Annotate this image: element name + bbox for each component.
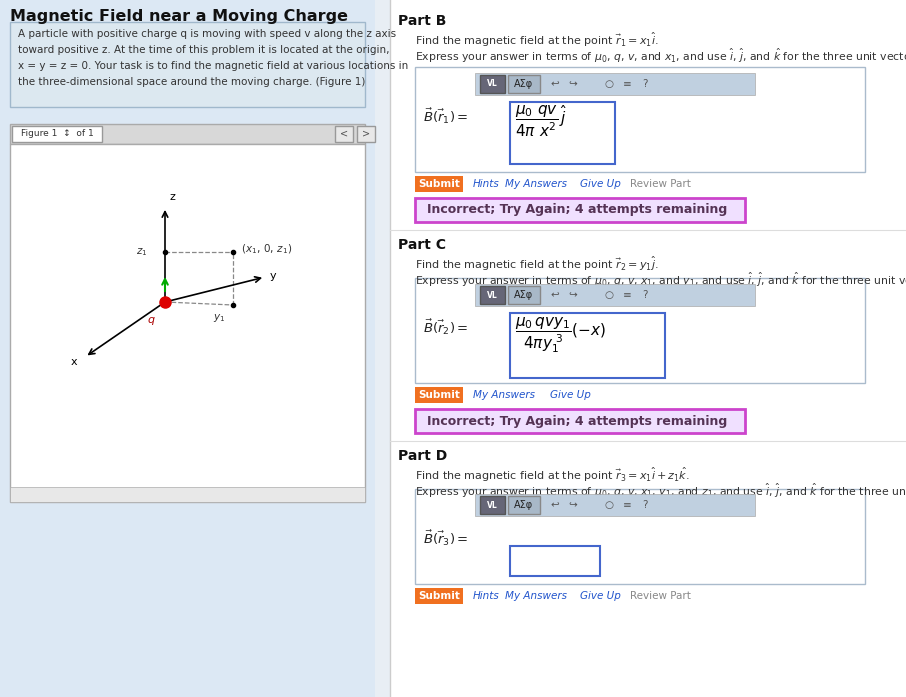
- Text: $y_1$: $y_1$: [213, 312, 225, 324]
- Text: Find the magnetic field at the point $\vec{r}_1 = x_1\hat{i}$.: Find the magnetic field at the point $\v…: [415, 31, 659, 49]
- Text: My Answers: My Answers: [505, 591, 567, 601]
- Text: ↩: ↩: [551, 79, 559, 89]
- FancyBboxPatch shape: [480, 496, 505, 514]
- Text: AΣφ: AΣφ: [515, 500, 534, 510]
- FancyBboxPatch shape: [357, 126, 375, 142]
- Text: >: >: [361, 129, 370, 139]
- Text: ○: ○: [604, 79, 613, 89]
- Text: Find the magnetic field at the point $\vec{r}_2 = y_1\hat{j}$.: Find the magnetic field at the point $\v…: [415, 255, 659, 273]
- Text: $(x_1,\, 0,\, z_1)$: $(x_1,\, 0,\, z_1)$: [241, 242, 293, 256]
- Text: Express your answer in terms of $\mu_0$, $q$, $v$, $x_1$, and $y_1$, and use $\h: Express your answer in terms of $\mu_0$,…: [415, 271, 906, 289]
- FancyBboxPatch shape: [415, 409, 745, 433]
- FancyBboxPatch shape: [415, 278, 865, 383]
- FancyBboxPatch shape: [415, 489, 865, 584]
- FancyBboxPatch shape: [508, 75, 540, 93]
- FancyBboxPatch shape: [10, 22, 365, 107]
- Text: Find the magnetic field at the point $\vec{r}_3 = x_1\hat{i} + z_1\hat{k}$.: Find the magnetic field at the point $\v…: [415, 466, 689, 484]
- Text: Submit: Submit: [418, 179, 460, 189]
- Text: ?: ?: [642, 79, 648, 89]
- Text: A particle with positive charge q is moving with speed v along the z axis: A particle with positive charge q is mov…: [18, 29, 396, 39]
- Text: the three-dimensional space around the moving charge. (Figure 1): the three-dimensional space around the m…: [18, 77, 365, 87]
- Text: AΣφ: AΣφ: [515, 290, 534, 300]
- Text: <: <: [340, 129, 348, 139]
- Text: VL: VL: [487, 500, 497, 510]
- FancyBboxPatch shape: [508, 286, 540, 304]
- Text: Part D: Part D: [398, 449, 448, 463]
- FancyBboxPatch shape: [415, 387, 463, 403]
- Text: Submit: Submit: [418, 591, 460, 601]
- Text: $\vec{B}(\vec{r}_3) =$: $\vec{B}(\vec{r}_3) =$: [423, 529, 468, 549]
- Text: Give Up: Give Up: [580, 179, 621, 189]
- FancyBboxPatch shape: [415, 176, 463, 192]
- Text: My Answers: My Answers: [505, 179, 567, 189]
- Text: Incorrect; Try Again; 4 attempts remaining: Incorrect; Try Again; 4 attempts remaini…: [427, 204, 728, 217]
- Text: x = y = z = 0. Your task is to find the magnetic field at various locations in: x = y = z = 0. Your task is to find the …: [18, 61, 409, 71]
- Text: Give Up: Give Up: [550, 390, 591, 400]
- Text: Incorrect; Try Again; 4 attempts remaining: Incorrect; Try Again; 4 attempts remaini…: [427, 415, 728, 427]
- Text: ○: ○: [604, 500, 613, 510]
- Text: x: x: [71, 357, 77, 367]
- Text: ≡: ≡: [622, 79, 631, 89]
- Bar: [390, 0, 906, 697]
- Text: q: q: [148, 315, 155, 325]
- Text: AΣφ: AΣφ: [515, 79, 534, 89]
- FancyBboxPatch shape: [475, 494, 755, 516]
- FancyBboxPatch shape: [335, 126, 353, 142]
- Text: Part B: Part B: [398, 14, 447, 28]
- Text: Part C: Part C: [398, 238, 446, 252]
- FancyBboxPatch shape: [510, 546, 600, 576]
- FancyBboxPatch shape: [415, 588, 463, 604]
- FancyBboxPatch shape: [415, 198, 745, 222]
- FancyBboxPatch shape: [10, 124, 365, 144]
- Text: toward positive z. At the time of this problem it is located at the origin,: toward positive z. At the time of this p…: [18, 45, 390, 55]
- Text: y: y: [270, 271, 276, 281]
- Bar: [10, 487, 365, 502]
- FancyBboxPatch shape: [510, 313, 665, 378]
- Text: ↪: ↪: [569, 500, 577, 510]
- Text: ≡: ≡: [622, 290, 631, 300]
- Text: ?: ?: [642, 290, 648, 300]
- Text: Express your answer in terms of $\mu_0$, $q$, $v$, and $x_1$, and use $\hat{i}$,: Express your answer in terms of $\mu_0$,…: [415, 47, 906, 66]
- Text: $\vec{B}(\vec{r}_2) =$: $\vec{B}(\vec{r}_2) =$: [423, 318, 468, 337]
- Text: VL: VL: [487, 79, 497, 89]
- FancyBboxPatch shape: [480, 75, 505, 93]
- Text: Review Part: Review Part: [630, 591, 691, 601]
- FancyBboxPatch shape: [10, 144, 365, 502]
- Text: $\dfrac{\mu_0\, qvy_1}{4\pi y_1^{\ 3}}(-x)$: $\dfrac{\mu_0\, qvy_1}{4\pi y_1^{\ 3}}(-…: [515, 315, 606, 355]
- FancyBboxPatch shape: [480, 286, 505, 304]
- Text: Submit: Submit: [418, 390, 460, 400]
- Text: ↩: ↩: [551, 500, 559, 510]
- FancyBboxPatch shape: [475, 284, 755, 306]
- FancyBboxPatch shape: [415, 67, 865, 172]
- Text: ≡: ≡: [622, 500, 631, 510]
- Text: ↪: ↪: [569, 290, 577, 300]
- Text: VL: VL: [487, 291, 497, 300]
- FancyBboxPatch shape: [475, 73, 755, 95]
- Text: Give Up: Give Up: [580, 591, 621, 601]
- Text: ?: ?: [642, 500, 648, 510]
- Text: $\vec{B}(\vec{r}_1) =$: $\vec{B}(\vec{r}_1) =$: [423, 107, 468, 126]
- Text: Magnetic Field near a Moving Charge: Magnetic Field near a Moving Charge: [10, 9, 348, 24]
- Text: ↪: ↪: [569, 79, 577, 89]
- Text: $z_1$: $z_1$: [136, 246, 147, 258]
- Text: Figure 1  ↕  of 1: Figure 1 ↕ of 1: [21, 130, 93, 139]
- Text: $\dfrac{\mu_0\ qv}{4\pi\ x^2}\,\hat{j}$: $\dfrac{\mu_0\ qv}{4\pi\ x^2}\,\hat{j}$: [515, 104, 567, 139]
- Bar: [0, 0, 375, 697]
- Text: ↩: ↩: [551, 290, 559, 300]
- Text: Hints: Hints: [473, 179, 500, 189]
- FancyBboxPatch shape: [12, 126, 102, 142]
- Text: Express your answer in terms of $\mu_0$, $q$, $v$, $x_1$, $y_1$, and $z_1$, and : Express your answer in terms of $\mu_0$,…: [415, 482, 906, 500]
- FancyBboxPatch shape: [510, 102, 615, 164]
- Text: z: z: [169, 192, 175, 202]
- FancyBboxPatch shape: [508, 496, 540, 514]
- Text: Review Part: Review Part: [630, 179, 691, 189]
- Text: Hints: Hints: [473, 591, 500, 601]
- Text: ○: ○: [604, 290, 613, 300]
- Text: My Answers: My Answers: [473, 390, 535, 400]
